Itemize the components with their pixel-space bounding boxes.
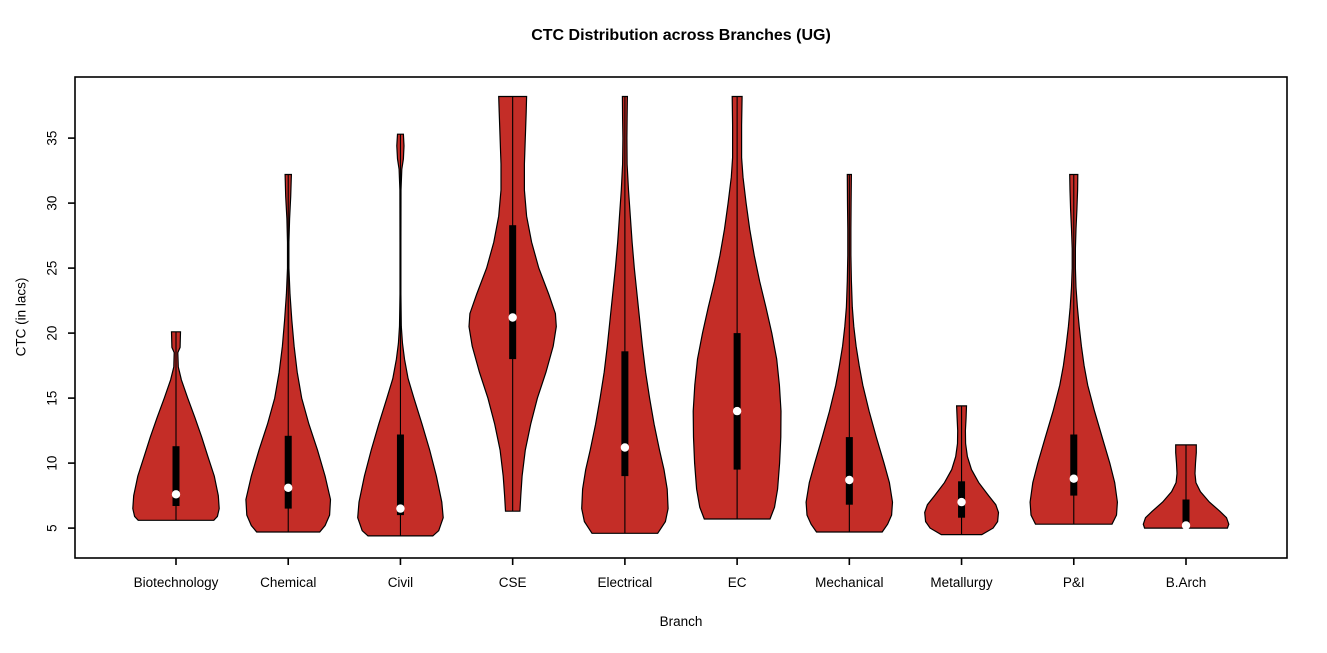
- iqr-box-mechanical: [845, 437, 853, 505]
- x-tick-label-10: B.Arch: [1166, 575, 1207, 590]
- median-dot-p-i: [1069, 474, 1078, 483]
- median-dot-electrical: [620, 443, 630, 452]
- iqr-box-electrical: [621, 351, 629, 477]
- iqr-box-chemical: [284, 435, 292, 509]
- y-tick-label-20: 20: [45, 326, 60, 341]
- plot-border: [74, 76, 1288, 559]
- iqr-box-biotechnology: [172, 446, 180, 506]
- median-dot-b-arch: [1181, 521, 1191, 530]
- x-tick-label-1: Biotechnology: [134, 575, 219, 590]
- x-tick-label-6: EC: [728, 575, 747, 590]
- y-tick-label-35: 35: [45, 131, 60, 146]
- x-tick-label-7: Mechanical: [815, 575, 883, 590]
- x-tick-label-2: Chemical: [260, 575, 316, 590]
- iqr-box-ec: [733, 333, 741, 470]
- iqr-box-p-i: [1070, 434, 1078, 496]
- x-tick-label-5: Electrical: [598, 575, 653, 590]
- median-dot-mechanical: [845, 475, 854, 485]
- median-dot-civil: [396, 504, 405, 513]
- median-dot-chemical: [284, 483, 293, 492]
- y-axis-title: CTC (in lacs): [13, 277, 29, 357]
- x-tick-label-8: Metallurgy: [930, 575, 993, 590]
- x-tick-label-3: Civil: [388, 575, 414, 590]
- iqr-box-cse: [509, 225, 517, 360]
- median-dot-biotechnology: [171, 490, 181, 499]
- y-tick-label-25: 25: [45, 261, 60, 276]
- x-tick-label-9: P&I: [1063, 575, 1085, 590]
- iqr-box-civil: [396, 434, 404, 516]
- y-tick-label-10: 10: [45, 456, 60, 471]
- median-dot-ec: [732, 406, 742, 416]
- x-axis-title: Branch: [659, 614, 703, 629]
- median-dot-metallurgy: [957, 497, 966, 507]
- y-tick-label-15: 15: [45, 391, 60, 406]
- chart-title: CTC Distribution across Branches (UG): [531, 27, 831, 44]
- y-tick-label-30: 30: [45, 196, 60, 211]
- y-tick-label-5: 5: [45, 524, 60, 532]
- median-dot-cse: [508, 313, 517, 322]
- iqr-box-b-arch: [1182, 499, 1190, 527]
- x-tick-label-4: CSE: [499, 575, 527, 590]
